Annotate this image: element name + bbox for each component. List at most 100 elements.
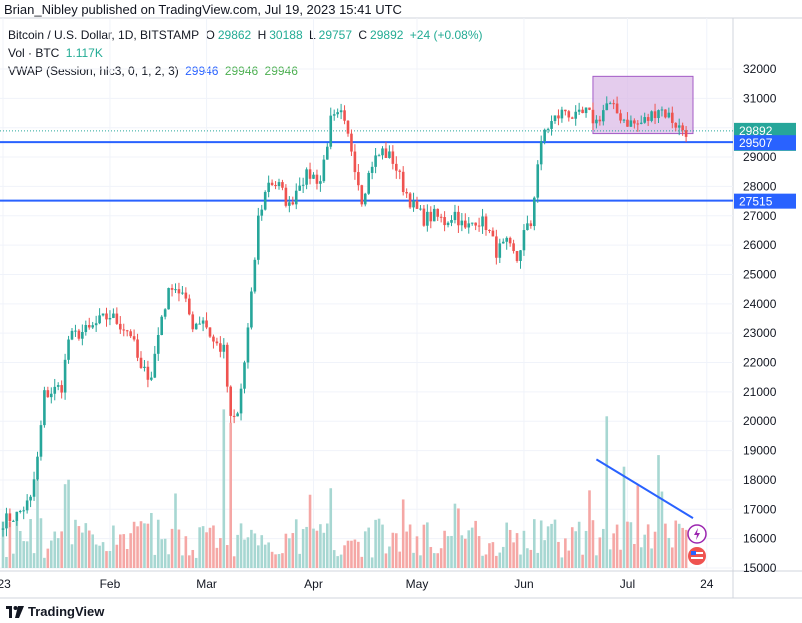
candle-body [122, 329, 126, 331]
vwap-value-2: 29946 [224, 64, 259, 78]
volume-bar [329, 488, 333, 568]
candle-body [312, 174, 315, 179]
open-label: O [205, 28, 215, 42]
volume-bar [557, 541, 560, 568]
volume-bar [108, 550, 112, 568]
volume-bar [602, 528, 605, 568]
volume-bar [653, 531, 657, 568]
volume-bar [650, 548, 653, 568]
candle-body [539, 141, 543, 165]
candle-body [267, 182, 270, 192]
volume-bar [536, 552, 540, 568]
volume-bar [219, 538, 222, 568]
candle-body [498, 243, 502, 258]
flag-stripe [691, 557, 703, 559]
volume-label: Vol · BTC [8, 46, 60, 60]
candle-body [332, 114, 336, 116]
volume-bar [198, 527, 201, 568]
candle-body [194, 323, 198, 330]
volume-bar [384, 553, 388, 568]
candle-body [184, 292, 188, 299]
volume-bar [253, 533, 257, 568]
candle-body [29, 496, 32, 501]
candle-body [205, 320, 208, 328]
candle-body [546, 128, 550, 130]
time-tick-label: Mar [196, 577, 217, 591]
candle-body [239, 388, 243, 414]
volume-bar [484, 554, 488, 568]
volume-bar [267, 542, 270, 568]
chart-grid [0, 17, 802, 599]
volume-bar [639, 547, 643, 568]
volume-bar [312, 528, 315, 568]
volume-bar [167, 554, 170, 568]
volume-bar [429, 546, 433, 568]
candle-body [415, 200, 419, 209]
volume-bar [191, 549, 195, 568]
volume-bar [1, 521, 5, 568]
price-tick-label: 15000 [743, 561, 777, 575]
candle-body [18, 511, 22, 513]
candle-body [67, 339, 70, 360]
candle-body [336, 112, 339, 115]
volume-bar [232, 556, 236, 568]
time-axis: '23 Feb Mar Apr May Jun Jul 24 [0, 577, 714, 591]
volume-bar [177, 529, 181, 568]
price-tag-bg [734, 193, 796, 209]
volume-bar [574, 531, 577, 568]
candle-body [263, 191, 267, 210]
candle-body [346, 120, 350, 134]
volume-bar [53, 531, 57, 568]
volume-bar [160, 539, 163, 568]
volume-bar [98, 545, 101, 568]
candlesticks [1, 96, 688, 537]
candle-body [457, 211, 460, 226]
volume-bar [681, 527, 684, 568]
candle-body [146, 366, 150, 380]
volume-bar [415, 536, 419, 568]
volume-bar [353, 539, 357, 568]
candle-body [215, 341, 219, 344]
volume-bar [246, 537, 250, 568]
volume-bar [612, 533, 615, 568]
volume-bar [146, 523, 150, 568]
price-tick-label: 31000 [743, 91, 777, 105]
trend-line [595, 458, 694, 519]
volume-bar [363, 531, 367, 568]
candle-body [136, 339, 139, 358]
volume-bar [119, 534, 122, 568]
candle-body [12, 520, 15, 522]
volume-bar [225, 545, 229, 568]
candle-body [398, 170, 402, 172]
candle-body [453, 211, 457, 221]
candle-body [250, 291, 253, 328]
low-label: L [308, 28, 316, 42]
candle-body [129, 331, 132, 337]
candle-body [257, 215, 260, 260]
volume-bar [464, 538, 467, 568]
volume-bar [205, 532, 208, 568]
candle-body [101, 313, 105, 316]
volume-bar [488, 543, 491, 568]
volume-bar [94, 544, 98, 568]
candle-body [602, 110, 605, 122]
volume-bar [377, 518, 381, 568]
volume-bar [412, 552, 415, 568]
flag-stripe [691, 552, 703, 554]
candle-body [236, 413, 239, 417]
us-flag-icon[interactable] [688, 547, 706, 565]
candle-body [381, 148, 384, 156]
candle-body [622, 119, 626, 121]
volume-bar [684, 529, 688, 568]
candle-body [222, 344, 226, 352]
candle-body [570, 117, 574, 119]
candle-body [674, 122, 678, 128]
candle-body [657, 110, 660, 119]
candle-body [87, 325, 91, 328]
candle-body [581, 109, 584, 114]
candle-body [115, 313, 119, 324]
volume-bar [136, 526, 139, 568]
time-tick-label: Jul [620, 577, 635, 591]
candle-body [225, 344, 229, 387]
